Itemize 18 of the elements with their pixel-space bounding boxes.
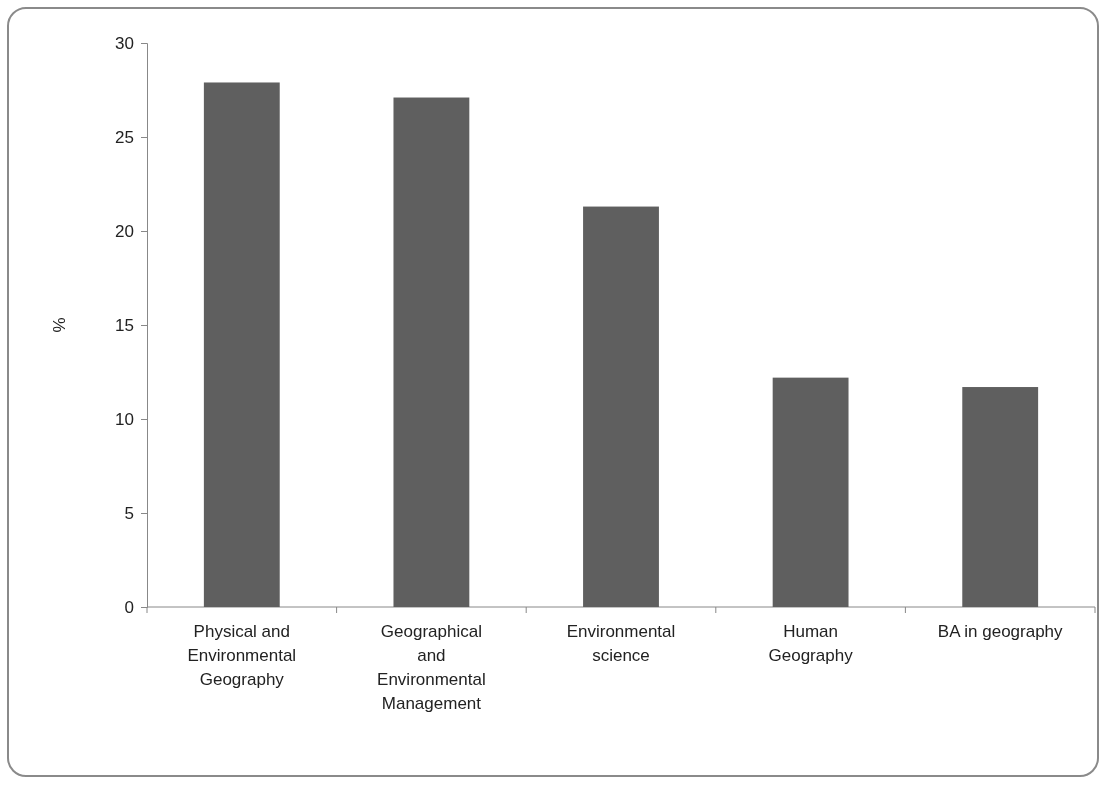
- x-tick-label: Human Geography: [768, 622, 854, 665]
- bar: [772, 377, 849, 607]
- x-tick-label: BA in geography: [937, 622, 1064, 641]
- x-tick-label: Environmental science: [566, 622, 676, 665]
- y-tick-label: 5: [124, 503, 134, 523]
- bar: [203, 82, 280, 607]
- bar: [393, 97, 470, 607]
- bar: [962, 387, 1039, 607]
- y-tick-label: 10: [115, 409, 134, 429]
- y-tick-label: 15: [115, 315, 134, 335]
- y-tick-label: 20: [115, 221, 134, 241]
- x-tick-label: Physical and Environmental Geography: [187, 622, 297, 689]
- bar: [583, 206, 659, 607]
- y-axis-title: %: [50, 317, 69, 333]
- y-tick-label: 30: [115, 33, 134, 53]
- y-tick-label: 0: [124, 597, 134, 617]
- y-tick-label: 25: [115, 127, 134, 147]
- x-tick-label: Geographical and Environmental Management: [377, 622, 486, 713]
